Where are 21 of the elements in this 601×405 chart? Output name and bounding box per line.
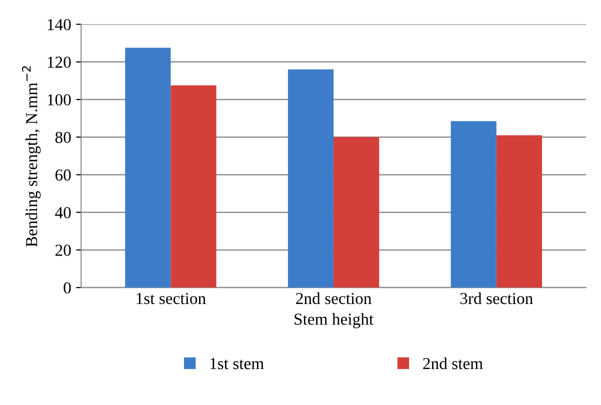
bar [125, 48, 171, 288]
bar [496, 135, 542, 288]
y-tick-label: 0 [64, 282, 71, 294]
y-tick-label: 20 [55, 244, 71, 256]
x-tick-label: 2nd section [296, 292, 372, 304]
legend-label: 2nd stem [423, 357, 483, 370]
y-tick-label: 140 [48, 19, 71, 30]
y-tick-label: 60 [55, 169, 71, 181]
legend-label: 1st stem [210, 358, 264, 370]
y-tick-label: 80 [55, 132, 71, 144]
x-tick-label: 3rd section [460, 292, 533, 304]
y-tick-label: 40 [55, 207, 71, 218]
x-axis-title: Stem height [294, 313, 374, 328]
bar [450, 121, 496, 288]
y-tick-label: 120 [48, 56, 71, 68]
y-tick-label: 100 [48, 94, 71, 106]
bar [170, 85, 216, 288]
bar [288, 69, 334, 288]
bar [334, 137, 380, 288]
x-tick-label: 1st section [136, 292, 206, 304]
y-axis-title: Bending strength, N.mm$^{−2}$ [22, 66, 41, 247]
